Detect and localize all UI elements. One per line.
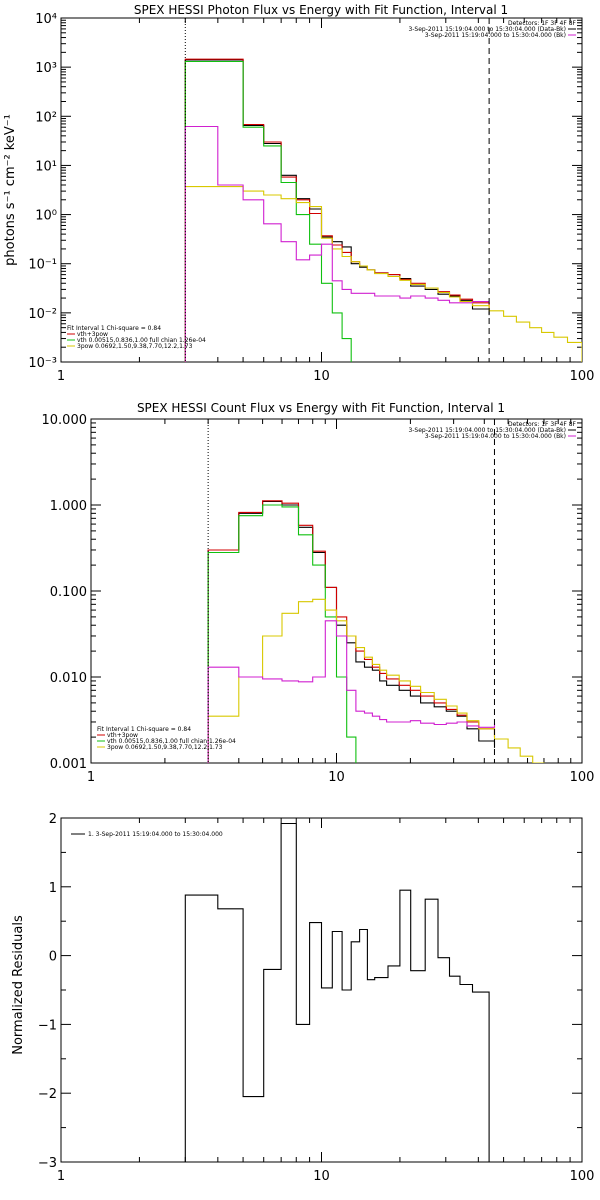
residuals-panel: Normalized Residuals 1 10 100 −3 −2 −1 0 1 2 1. 3… <box>11 812 594 1184</box>
legend-item: 3-Sep-2011 15:19:04.000 to 15:30:04.000 … <box>408 427 566 434</box>
legend-fit-header: Fit Interval 1 Chi-square = 0.84 <box>67 325 161 332</box>
legend-item: 3-Sep-2011 15:19:04.000 to 15:30:04.000 … <box>425 32 566 39</box>
y-tick-label: 10.000 <box>42 413 88 428</box>
photon-flux-y-label: photons s⁻¹ cm⁻² keV⁻¹ <box>3 114 18 266</box>
y-tick-label: 0.010 <box>50 671 87 686</box>
series-line-0 <box>184 822 490 1162</box>
x-tick-label: 10 <box>313 1169 330 1184</box>
legend-item: 3-Sep-2011 15:19:04.000 to 15:30:04.000 … <box>425 433 566 440</box>
y-tick-label: 10³ <box>35 61 57 76</box>
y-tick-label: 0 <box>49 950 57 965</box>
legend-fit-header: Fit Interval 1 Chi-square = 0.84 <box>97 726 191 733</box>
y-tick-label: 1.000 <box>50 499 87 514</box>
legend-detectors: Detectors: 1F 3F 4F 8F <box>508 421 577 428</box>
x-tick-label: 10 <box>313 369 330 384</box>
series-line-2 <box>184 60 352 362</box>
y-tick-label: 10² <box>35 110 57 125</box>
x-tick-label: 1 <box>87 770 95 785</box>
series-line-3 <box>207 598 582 763</box>
y-tick-label: −1 <box>38 1018 57 1033</box>
y-tick-label: 10⁰ <box>35 209 57 224</box>
x-tick-label: 100 <box>570 369 595 384</box>
legend-item: vth 0.00515,0.836,1.00 full chian 1.26e-… <box>107 738 236 745</box>
y-tick-label: 10⁻¹ <box>28 258 57 273</box>
y-tick-label: 0.001 <box>50 757 87 772</box>
plot-frame <box>60 817 583 1163</box>
x-tick-label: 1 <box>57 369 65 384</box>
y-tick-label: 2 <box>49 812 57 827</box>
legend-item: 3-Sep-2011 15:19:04.000 to 15:30:04.000 … <box>408 26 566 33</box>
series-line-0 <box>184 59 490 362</box>
y-tick-label: −3 <box>38 1156 57 1171</box>
series-line-0 <box>207 500 496 763</box>
legend-item: vth+3pow <box>107 732 138 739</box>
y-tick-label: 10⁻² <box>28 307 57 322</box>
y-tick-label: 0.100 <box>50 585 87 600</box>
x-tick-label: 10 <box>328 770 345 785</box>
residuals-y-label: Normalized Residuals <box>11 915 26 1055</box>
y-tick-label: −2 <box>38 1087 57 1102</box>
legend-item: 3pow 0.0692,1.50,9.38,7.70,12.2,1.73 <box>107 744 223 751</box>
legend-item: vth+3pow <box>77 331 108 338</box>
legend-item: vth 0.00515,0.836,1.00 full chian 1.26e-… <box>77 337 206 344</box>
series-line-4 <box>207 620 496 763</box>
y-tick-label: 10⁻³ <box>28 356 57 371</box>
legend-item: 1. 3-Sep-2011 15:19:04.000 to 15:30:04.0… <box>88 831 223 838</box>
y-tick-label: 10¹ <box>35 159 57 174</box>
series-line-4 <box>184 125 490 362</box>
count-flux-panel: SPEX HESSI Count Flux vs Energy with Fit… <box>42 401 595 785</box>
y-tick-label: 10⁴ <box>35 12 57 27</box>
legend-detectors: Detectors: 1F 3F 4F 8F <box>508 20 577 27</box>
photon-flux-panel: SPEX HESSI Photon Flux vs Energy with Fi… <box>3 3 594 384</box>
legend-item: 3pow 0.0692,1.50,9.38,7.70,12.2,1.73 <box>77 343 193 350</box>
series-line-2 <box>207 504 357 763</box>
x-tick-label: 100 <box>570 1169 595 1184</box>
x-tick-label: 100 <box>570 770 595 785</box>
series-line-3 <box>184 186 582 362</box>
count-flux-title: SPEX HESSI Count Flux vs Energy with Fit… <box>137 401 505 415</box>
series-line-1 <box>184 58 490 362</box>
y-tick-label: 1 <box>49 881 57 896</box>
x-tick-label: 1 <box>57 1169 65 1184</box>
photon-flux-title: SPEX HESSI Photon Flux vs Energy with Fi… <box>134 3 508 17</box>
